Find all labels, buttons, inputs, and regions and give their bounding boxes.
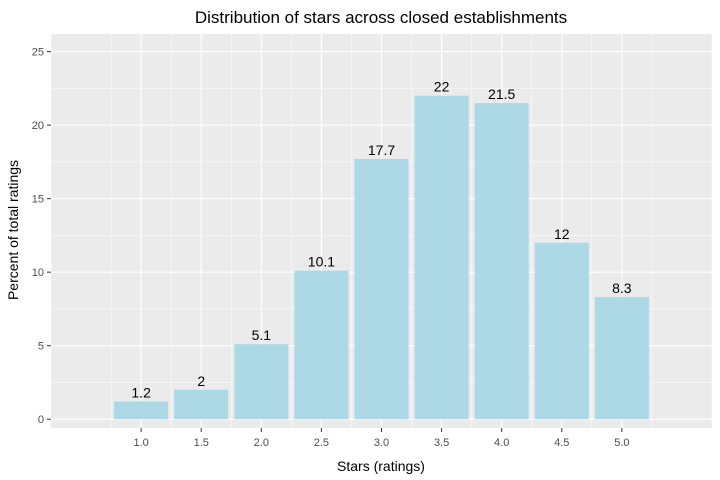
- bar-value-label: 5.1: [252, 327, 272, 343]
- bar: [594, 297, 649, 420]
- y-tick-label: 20: [32, 120, 44, 132]
- bar: [174, 389, 229, 420]
- x-tick-label: 5.0: [614, 437, 629, 449]
- bar-value-label: 12: [554, 226, 570, 242]
- chart-title: Distribution of stars across closed esta…: [195, 8, 567, 27]
- y-axis: 0 5 10 15 20 25: [32, 47, 51, 426]
- bar-value-label: 1.2: [131, 385, 151, 401]
- y-tick-label: 0: [38, 414, 44, 426]
- bar: [474, 103, 529, 420]
- bars: [114, 95, 649, 420]
- y-axis-title: Percent of total ratings: [5, 160, 21, 300]
- y-tick-label: 25: [32, 47, 44, 59]
- bar: [114, 401, 169, 420]
- bar: [414, 95, 469, 420]
- y-tick-label: 10: [32, 267, 44, 279]
- bar: [354, 158, 409, 420]
- bar: [234, 344, 289, 420]
- x-axis-title: Stars (ratings): [337, 458, 425, 474]
- x-axis: 1.0 1.5 2.0 2.5 3.0 3.5 4.0 4.5 5.0: [133, 428, 630, 449]
- bar-value-label: 22: [434, 79, 450, 95]
- y-tick-label: 15: [32, 194, 44, 206]
- x-tick-label: 2.0: [254, 437, 269, 449]
- bar-value-label: 8.3: [612, 280, 632, 296]
- x-tick-label: 1.0: [133, 437, 148, 449]
- bar-value-label: 10.1: [308, 254, 335, 270]
- x-tick-label: 2.5: [314, 437, 329, 449]
- y-tick-label: 5: [38, 341, 44, 353]
- x-tick-label: 1.5: [194, 437, 209, 449]
- bar-value-label: 17.7: [368, 142, 395, 158]
- x-tick-label: 4.5: [554, 437, 569, 449]
- bar: [534, 242, 589, 420]
- x-tick-label: 3.0: [374, 437, 389, 449]
- x-tick-label: 3.5: [434, 437, 449, 449]
- bar-value-label: 21.5: [488, 86, 515, 102]
- x-tick-label: 4.0: [494, 437, 509, 449]
- bar: [294, 270, 349, 420]
- bar-value-label: 2: [197, 373, 205, 389]
- bar-value-labels: 1.2 2 5.1 10.1 17.7 22 21.5 12 8.3: [131, 79, 631, 401]
